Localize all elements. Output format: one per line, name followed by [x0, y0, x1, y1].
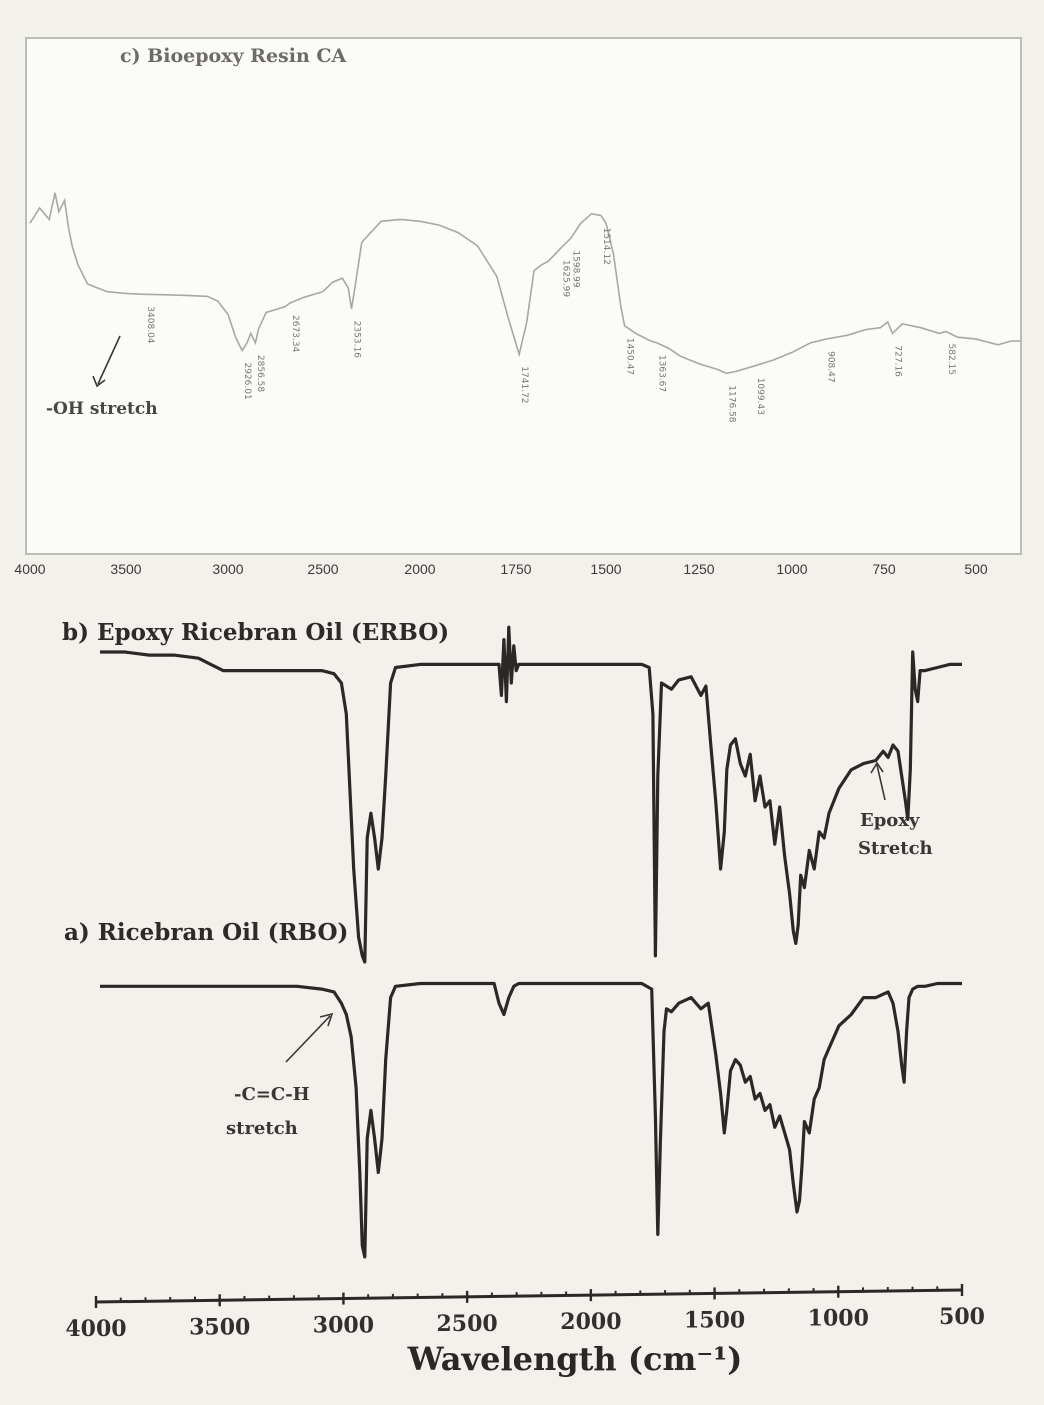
panel-c-tick-label: 2000: [404, 561, 435, 577]
peak-label: 2353.16: [352, 321, 362, 358]
peak-label: 1598.99: [570, 250, 580, 287]
peak-label: 1363.67: [657, 355, 667, 392]
peak-label: 908.47: [826, 351, 836, 383]
cch-arrowhead: [319, 1012, 334, 1027]
panel-a-rbo: a) Ricebran Oil (RBO) -C=C-H stretch: [64, 919, 962, 1259]
panel-c-frame: [25, 37, 1022, 555]
panel-c-tick-label: 3500: [110, 561, 141, 577]
cch-label-line1: -C=C-H: [234, 1084, 310, 1105]
x-tick-label: 3500: [189, 1314, 250, 1340]
peak-label: 727.16: [892, 345, 902, 377]
x-axis-minor-ticks: [94, 1284, 964, 1308]
x-tick-label: 1500: [684, 1307, 745, 1333]
spectrum-erbo: [100, 625, 962, 964]
peak-label: 1450.47: [624, 338, 634, 375]
peak-label: 1741.72: [519, 366, 529, 403]
spectrum-rbo: [100, 981, 962, 1259]
x-tick-label: 2500: [436, 1311, 497, 1337]
bottom-x-axis: 4000 3500 3000 2500 2000 1500 1000 500 Waveleng…: [65, 1284, 985, 1378]
epoxy-arrowhead: [870, 761, 884, 774]
peak-labels-c: 3408.04 2926.01 2856.58 2673.34 2353.16 1741.…: [145, 228, 956, 423]
x-tick-label: 1000: [808, 1306, 869, 1332]
peak-label: 582.15: [946, 344, 956, 376]
oh-stretch-label: -OH stretch: [46, 399, 158, 419]
panel-b-title: b) Epoxy Ricebran Oil (ERBO): [62, 619, 449, 646]
peak-label: 3408.04: [145, 306, 155, 343]
panel-c-tick-label: 3000: [212, 561, 243, 577]
panel-c-tick-label: 500: [964, 561, 988, 577]
x-tick-label: 3000: [313, 1313, 374, 1339]
panel-c-tick-label: 2500: [307, 561, 338, 577]
x-axis-title: Wavelength (cm⁻¹): [407, 1340, 743, 1378]
peak-label: 1625.99: [561, 260, 571, 297]
panel-b-erbo: b) Epoxy Ricebran Oil (ERBO) Epoxy Stret…: [62, 619, 962, 964]
x-axis-line: [95, 1288, 963, 1304]
peak-label: 1176.58: [726, 385, 736, 422]
cch-arrow: [285, 1015, 331, 1063]
panel-c-tick-label: 4000: [14, 561, 45, 577]
panel-c-bioepoxy-resin: c) Bioepoxy Resin CA 3408.04 2926.01 2856.…: [14, 45, 1020, 577]
panel-c-title: c) Bioepoxy Resin CA: [120, 45, 346, 67]
panel-c-tick-label: 1750: [500, 561, 531, 577]
peak-label: 1099.43: [755, 378, 765, 415]
oh-arrowhead: [92, 375, 106, 388]
peak-label: 1514.12: [601, 228, 611, 265]
panel-c-tick-label: 1500: [590, 561, 621, 577]
peak-label: 2926.01: [242, 363, 252, 400]
epoxy-label-line1: Epoxy: [860, 810, 920, 831]
x-tick-label: 500: [939, 1304, 985, 1330]
panel-c-x-axis: 4000 3500 3000 2500 2000 1750 1500 1250 1000 750 5…: [14, 561, 987, 577]
x-tick-label: 2000: [560, 1309, 621, 1335]
panel-c-tick-label: 1250: [683, 561, 714, 577]
panel-a-title: a) Ricebran Oil (RBO): [64, 919, 348, 946]
epoxy-arrow: [876, 764, 886, 801]
x-axis-tick-labels: 4000 3500 3000 2500 2000 1500 1000 500: [65, 1304, 985, 1342]
peak-label: 2673.34: [290, 315, 300, 352]
panel-c-tick-label: 750: [872, 561, 896, 577]
epoxy-label-line2: Stretch: [858, 838, 933, 859]
peak-label: 2856.58: [255, 355, 265, 392]
cch-label-line2: stretch: [226, 1118, 298, 1139]
panel-c-tick-label: 1000: [776, 561, 807, 577]
oh-arrow: [97, 335, 121, 385]
spectrum-bioepoxy-resin: [29, 192, 1020, 375]
x-tick-label: 4000: [65, 1316, 126, 1342]
